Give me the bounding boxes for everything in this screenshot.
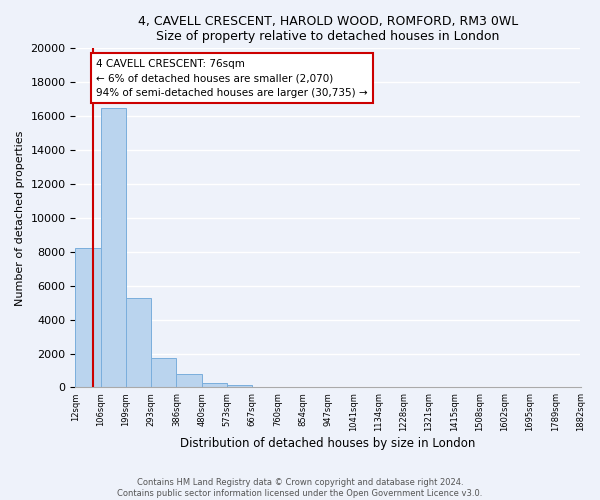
Bar (227, 385, 252, 388)
Bar (101, 108, 126, 388)
Y-axis label: Number of detached properties: Number of detached properties (15, 130, 25, 306)
Bar (176, 374, 202, 388)
X-axis label: Distribution of detached houses by size in London: Distribution of detached houses by size … (180, 437, 476, 450)
Title: 4, CAVELL CRESCENT, HAROLD WOOD, ROMFORD, RM3 0WL
Size of property relative to d: 4, CAVELL CRESCENT, HAROLD WOOD, ROMFORD… (138, 15, 518, 43)
Text: 4 CAVELL CRESCENT: 76sqm
← 6% of detached houses are smaller (2,070)
94% of semi: 4 CAVELL CRESCENT: 76sqm ← 6% of detache… (97, 58, 368, 98)
Bar (76, 248, 101, 388)
Text: Contains HM Land Registry data © Crown copyright and database right 2024.
Contai: Contains HM Land Registry data © Crown c… (118, 478, 482, 498)
Bar (126, 298, 151, 388)
Bar (202, 382, 227, 388)
Bar (151, 358, 176, 388)
